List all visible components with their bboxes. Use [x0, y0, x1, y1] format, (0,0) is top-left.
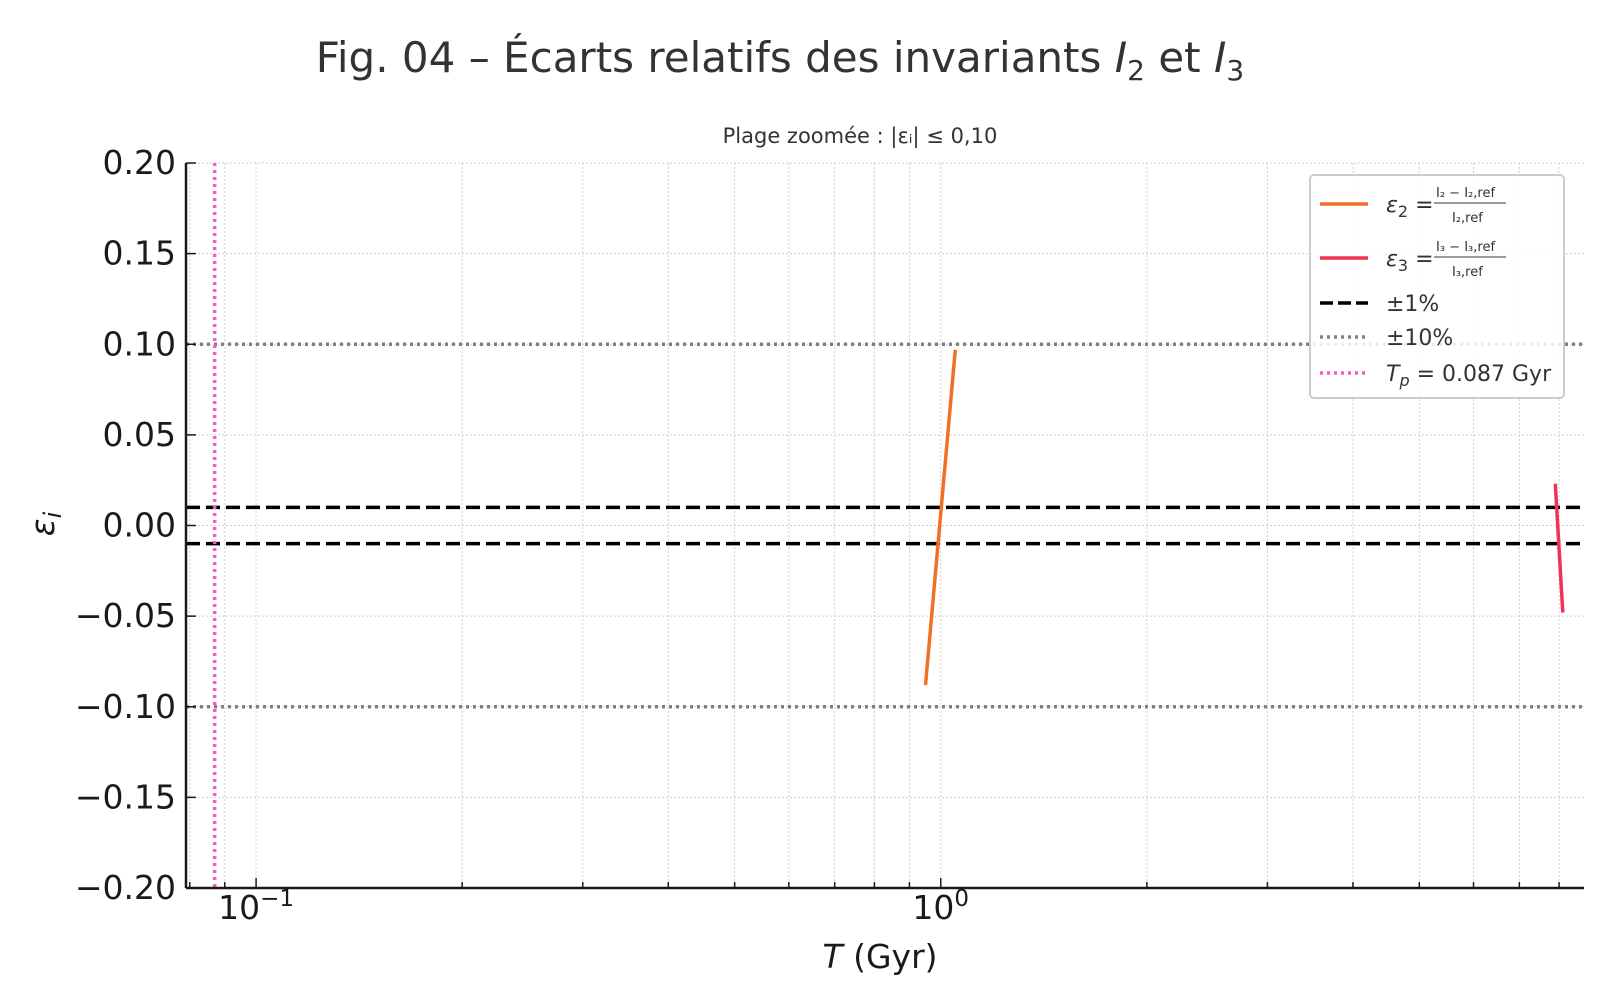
series-line-eps2 — [923, 349, 958, 686]
tick-labels: 0.20 0.15 0.10 0.05 0.00 −0.05 −0.10 −0.15 −0.20… — [75, 143, 969, 927]
legend-num-eps2: I₂ − I₂,ref — [1436, 186, 1495, 201]
x-axis-title: T (Gyr) — [822, 937, 937, 976]
legend-item-eps3: ε3 = I₃ − I₃,ref I₃,ref — [1320, 240, 1506, 280]
legend-label-pm10: ±10% — [1386, 326, 1453, 351]
y-tick-label: 0.00 — [103, 506, 176, 545]
legend-frame — [1309, 174, 1565, 399]
legend-label-eps2: ε2 = — [1386, 193, 1434, 221]
legend-label-tp: Tp = 0.087 Gyr — [1386, 362, 1552, 390]
y-tick-label: −0.15 — [75, 777, 176, 816]
legend-den-eps3: I₃,ref — [1452, 265, 1483, 280]
legend-item-tp: Tp = 0.087 Gyr — [1320, 362, 1552, 390]
axes — [184, 162, 1584, 890]
y-tick-label: 0.20 — [103, 143, 176, 182]
legend: ε2 = I₂ − I₂,ref I₂,ref ε3 = I₃ − I₃,ref… — [1309, 174, 1565, 399]
legend-item-pm1: ±1% — [1320, 292, 1439, 317]
y-tick-label: 0.10 — [103, 324, 176, 363]
y-tick-label: −0.20 — [75, 868, 176, 907]
y-tick-label: −0.05 — [75, 596, 176, 635]
legend-label-eps3: ε3 = — [1386, 247, 1434, 275]
x-tick-label: 10−1 — [218, 886, 294, 927]
series-line-eps3 — [1553, 483, 1565, 613]
y-tick-label: −0.10 — [75, 687, 176, 726]
legend-item-eps2: ε2 = I₂ − I₂,ref I₂,ref — [1320, 186, 1506, 226]
y-tick-label: 0.15 — [103, 234, 176, 273]
chart-subtitle: Plage zoomée : |εᵢ| ≤ 0,10 — [723, 124, 998, 149]
legend-den-eps2: I₂,ref — [1452, 211, 1483, 226]
x-tick-label: 100 — [912, 886, 969, 927]
y-axis-title: εi — [23, 511, 67, 536]
legend-num-eps3: I₃ − I₃,ref — [1436, 240, 1495, 255]
legend-label-pm1: ±1% — [1386, 292, 1439, 317]
series-layer — [923, 349, 1565, 686]
legend-item-pm10: ±10% — [1320, 326, 1453, 351]
chart-title: Fig. 04 – Écarts relatifs des invariants… — [316, 32, 1244, 87]
y-tick-label: 0.05 — [103, 415, 176, 454]
